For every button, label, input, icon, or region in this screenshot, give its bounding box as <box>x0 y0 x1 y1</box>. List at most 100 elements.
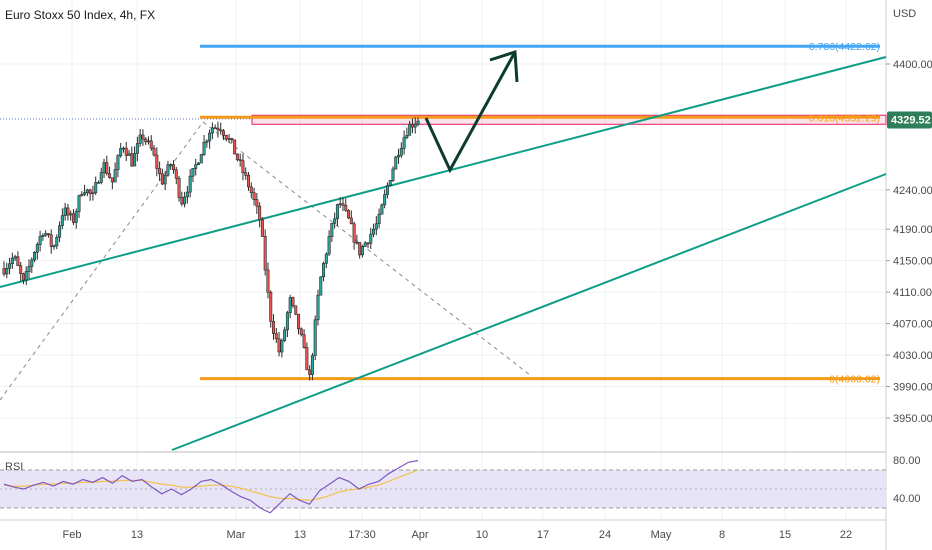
candle-body <box>174 169 178 179</box>
candle-body <box>347 210 351 219</box>
candle-body <box>291 297 295 307</box>
candle-body <box>141 134 145 140</box>
candle-body <box>241 160 245 173</box>
candle-body <box>247 175 251 188</box>
fib-level-label: 0.786(4422.62) <box>809 41 880 53</box>
candle-body <box>319 276 323 296</box>
price-axis-tick-label: 3990.00 <box>893 382 932 394</box>
candle-body <box>46 233 50 236</box>
candle-body <box>52 245 56 248</box>
candle-body <box>224 135 228 140</box>
candle-body <box>272 321 276 334</box>
candle-body <box>55 236 59 247</box>
time-axis-tick-label: 13 <box>294 529 306 541</box>
price-axis-tick-label: 4400.00 <box>893 59 932 71</box>
candle-body <box>402 137 406 149</box>
candle-body <box>299 328 303 335</box>
candle-body <box>16 256 20 267</box>
time-axis-tick-label: 24 <box>599 529 611 541</box>
candle-body <box>369 233 373 244</box>
candle-body <box>10 257 14 265</box>
candle-body <box>138 134 142 144</box>
candle-body <box>21 273 25 281</box>
candle-body <box>105 162 109 174</box>
drawings-front[interactable]: 0.786(4422.62) 0.618(4332.29) 0(4000.02) <box>424 41 880 386</box>
candle-body <box>408 123 412 136</box>
candle-body <box>394 156 398 170</box>
candle-body <box>19 265 23 275</box>
candle-body <box>77 195 81 212</box>
candle-body <box>160 173 164 185</box>
channel-upper-line <box>0 56 887 288</box>
candle-body <box>35 244 39 253</box>
candle-body <box>344 204 348 211</box>
price-axis-tick-label: 4240.00 <box>893 185 932 197</box>
candle-body <box>8 263 12 269</box>
candle-body <box>194 164 198 169</box>
candle-body <box>146 140 150 143</box>
candle-body <box>255 199 259 207</box>
candle-body <box>285 312 289 331</box>
drawings[interactable] <box>0 44 887 451</box>
candle-body <box>158 168 162 175</box>
candle-body <box>374 223 378 230</box>
candle-body <box>377 213 381 224</box>
price-axis-tick-label: 4150.00 <box>893 256 932 268</box>
time-axis-tick-label: Mar <box>227 529 246 541</box>
candle-body <box>349 217 353 225</box>
time-axis-tick-label: May <box>651 529 672 541</box>
candle-body <box>38 236 42 245</box>
candle-body <box>44 233 48 236</box>
candle-body <box>121 147 125 150</box>
price-axis-tick-label: 4110.00 <box>893 287 932 299</box>
candle-body <box>269 291 273 322</box>
candle-body <box>366 242 370 245</box>
candle-body <box>322 263 326 278</box>
candle-body <box>249 186 253 193</box>
candle-body <box>388 180 392 186</box>
candle-body <box>308 369 312 375</box>
candle-body <box>5 268 9 275</box>
candle-body <box>244 172 248 176</box>
candle-body <box>119 147 123 156</box>
fib-level-label: 0.618(4332.29) <box>809 112 880 124</box>
candle-body <box>163 174 167 185</box>
candle-body <box>294 305 298 315</box>
time-axis-tick-label: 17:30 <box>348 529 376 541</box>
candle-body <box>341 203 345 206</box>
candle-body <box>277 338 281 353</box>
candle-body <box>280 340 284 353</box>
candle-body <box>310 355 314 375</box>
candle-body <box>180 197 184 205</box>
channel-lower-line <box>171 173 887 451</box>
time-axis-tick-label: Feb <box>63 529 82 541</box>
candle-body <box>177 177 181 198</box>
projection-arrowhead <box>489 49 519 83</box>
time-axis[interactable]: Feb 13 Mar 13 17:30 Apr 10 17 24 May 8 15 22 <box>63 529 853 541</box>
candle-body <box>405 135 409 138</box>
svg-text:4329.52: 4329.52 <box>891 114 931 126</box>
candle-body <box>199 154 203 164</box>
price-axis[interactable]: 4400.00 4240.00 4190.00 4150.00 4110.00 4070.… <box>886 59 932 505</box>
candle-body <box>208 132 212 142</box>
candle-body <box>124 147 128 156</box>
candle-body <box>166 164 170 176</box>
rsi-band <box>0 470 886 508</box>
candle-body <box>274 333 278 340</box>
candle-body <box>330 223 334 237</box>
candle-body <box>213 127 217 130</box>
candle-body <box>260 219 264 237</box>
candle-body <box>2 268 6 275</box>
candle-body <box>222 130 226 136</box>
candle-body <box>327 236 331 255</box>
candle-body <box>80 194 84 196</box>
candle-body <box>74 211 78 223</box>
candle-body <box>283 329 287 341</box>
time-axis-tick-label: 22 <box>840 529 852 541</box>
candle-body <box>102 162 106 173</box>
candle-body <box>108 173 112 179</box>
fib-level-label: 0(4000.02) <box>829 374 880 386</box>
candle-body <box>358 242 362 256</box>
price-axis-tick-label: 4190.00 <box>893 224 932 236</box>
